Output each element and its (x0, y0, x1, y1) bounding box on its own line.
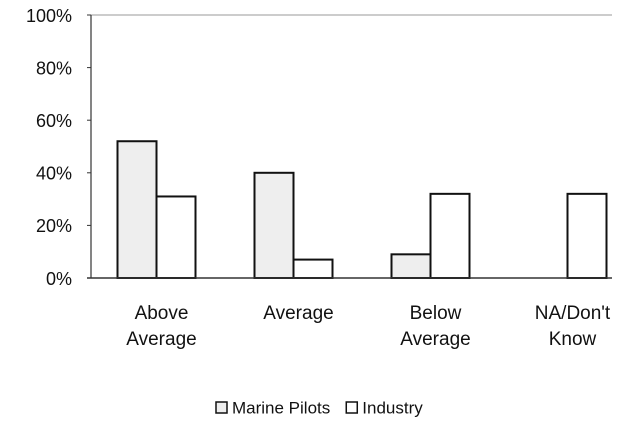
x-tick-label: Above Average (126, 303, 197, 350)
bar (155, 195, 197, 279)
legend-swatch (345, 401, 359, 414)
x-tick-label: Average (263, 303, 334, 324)
x-tick-label: NA/Don't Know (534, 303, 611, 350)
legend-label: Industry (362, 398, 423, 417)
y-tick-label: 40% (36, 164, 72, 184)
bar (292, 258, 334, 279)
y-tick-label: 80% (36, 58, 72, 78)
bar (566, 192, 608, 279)
y-tick-label: 100% (26, 6, 72, 26)
bar (116, 140, 158, 279)
legend-label: Marine Pilots (232, 398, 330, 417)
bar (253, 171, 295, 279)
legend-swatch (215, 401, 228, 414)
y-tick-label: 0% (46, 269, 72, 289)
bar (429, 192, 471, 279)
bar (390, 253, 432, 280)
x-tick-label: Below Average (400, 303, 471, 350)
y-tick-label: 60% (36, 111, 72, 131)
y-tick-label: 20% (36, 216, 72, 236)
